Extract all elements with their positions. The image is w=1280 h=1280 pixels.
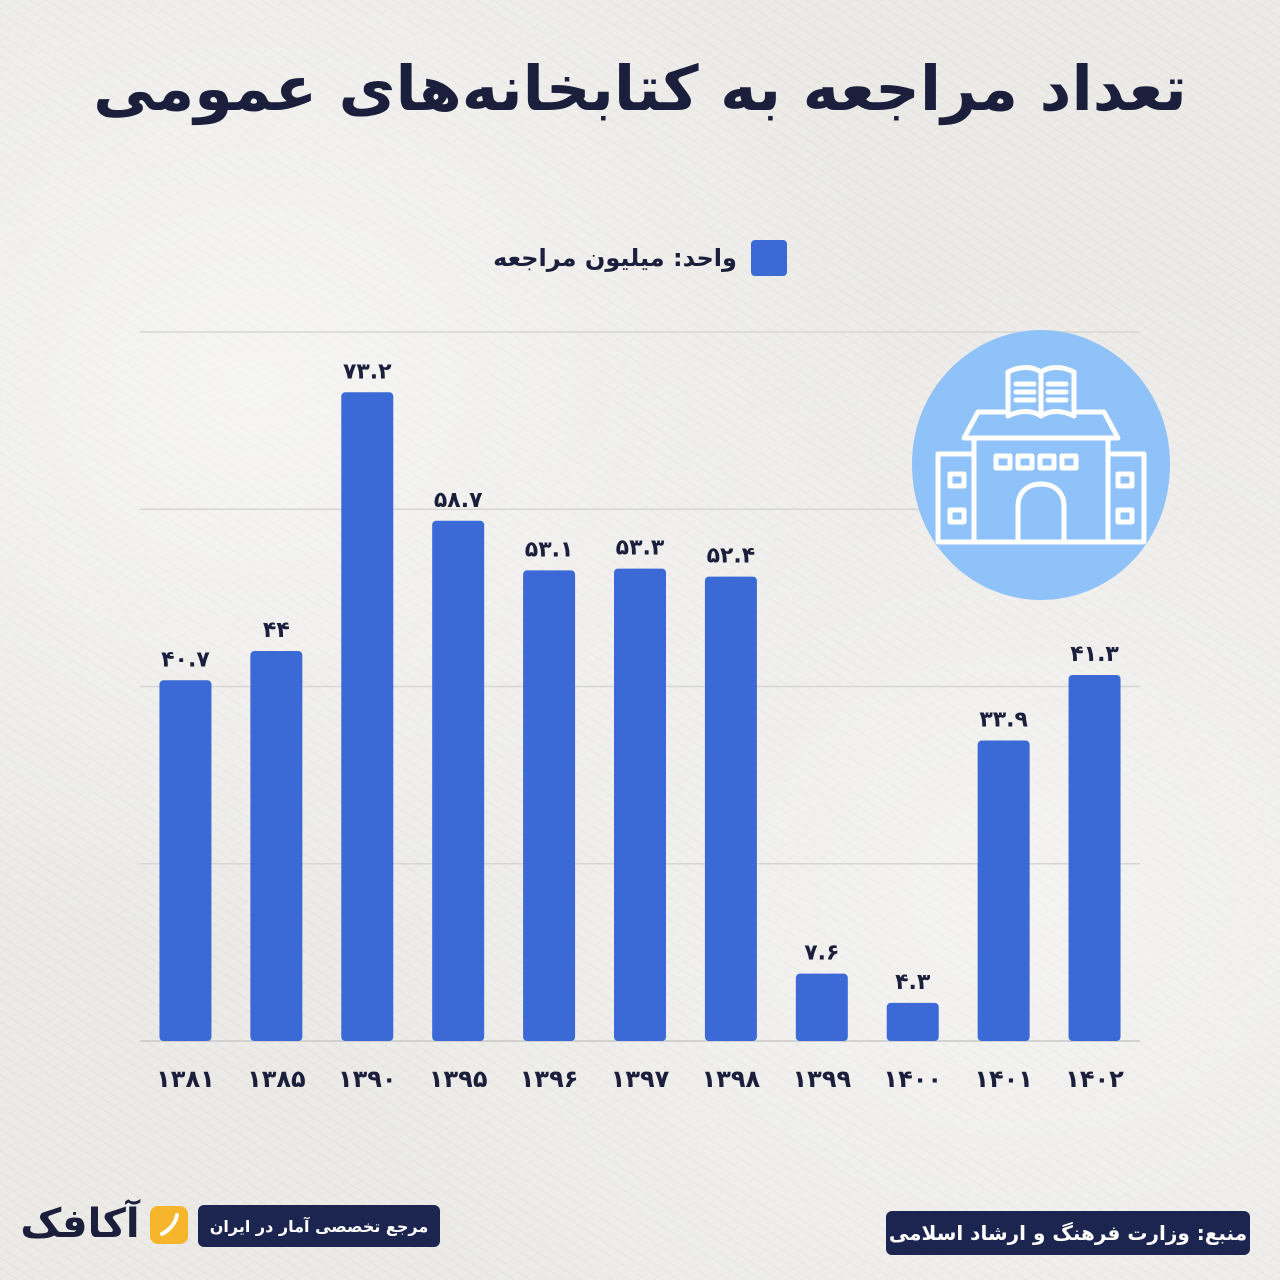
- bar: [886, 1002, 939, 1041]
- bar: [795, 973, 848, 1041]
- value-label: ۵۸.۷: [434, 488, 483, 513]
- category-label: ۱۳۹۵: [429, 1065, 488, 1093]
- category-label: ۱۳۹۹: [793, 1065, 852, 1093]
- bar: [250, 651, 303, 1041]
- legend: واحد: میلیون مراجعه: [440, 236, 840, 280]
- tagline-badge: مرجع تخصصی آمار در ایران: [198, 1205, 440, 1247]
- category-label: ۱۴۰۲: [1065, 1065, 1124, 1093]
- bar: [1068, 674, 1121, 1041]
- value-label: ۷.۶: [804, 941, 839, 966]
- value-label: ۵۳.۳: [616, 536, 665, 561]
- category-label: ۱۳۹۰: [338, 1065, 397, 1093]
- category-label: ۱۴۰۰: [883, 1065, 942, 1093]
- value-label: ۵۲.۴: [707, 544, 756, 569]
- chart-title: تعداد مراجعه به کتابخانه‌های عمومی: [93, 52, 1187, 125]
- bar: [432, 520, 485, 1041]
- bar: [523, 570, 576, 1041]
- category-label: ۱۳۹۷: [611, 1065, 670, 1093]
- bar: [159, 680, 212, 1041]
- category-label: ۱۳۹۸: [702, 1065, 761, 1093]
- value-label: ۴۰.۷: [161, 647, 210, 672]
- source-badge: منبع: وزارت فرهنگ و ارشاد اسلامی: [886, 1211, 1250, 1255]
- brand-name: آکافک: [20, 1201, 140, 1247]
- brand-stroke-icon: [160, 1213, 179, 1236]
- value-label: ۷۳.۲: [343, 359, 392, 384]
- category-label: ۱۳۸۵: [247, 1065, 306, 1093]
- category-label: ۱۳۸۱: [156, 1065, 215, 1093]
- bar: [704, 576, 757, 1041]
- library-building-icon: [912, 330, 1170, 600]
- legend-label: واحد: میلیون مراجعه: [493, 244, 737, 272]
- value-label: ۵۳.۱: [525, 537, 574, 562]
- value-label: ۴۴: [263, 618, 290, 643]
- bar: [614, 568, 666, 1041]
- brand-logo-icon: [150, 1206, 188, 1244]
- value-label: ۳۳.۹: [979, 708, 1028, 733]
- bar: [341, 392, 394, 1041]
- category-label: ۱۳۹۶: [520, 1065, 579, 1093]
- value-label: ۴۱.۳: [1070, 642, 1119, 667]
- legend-swatch: [750, 240, 787, 276]
- category-label: ۱۴۰۱: [974, 1065, 1033, 1093]
- bar: [977, 740, 1030, 1041]
- value-label: ۴.۳: [895, 970, 931, 995]
